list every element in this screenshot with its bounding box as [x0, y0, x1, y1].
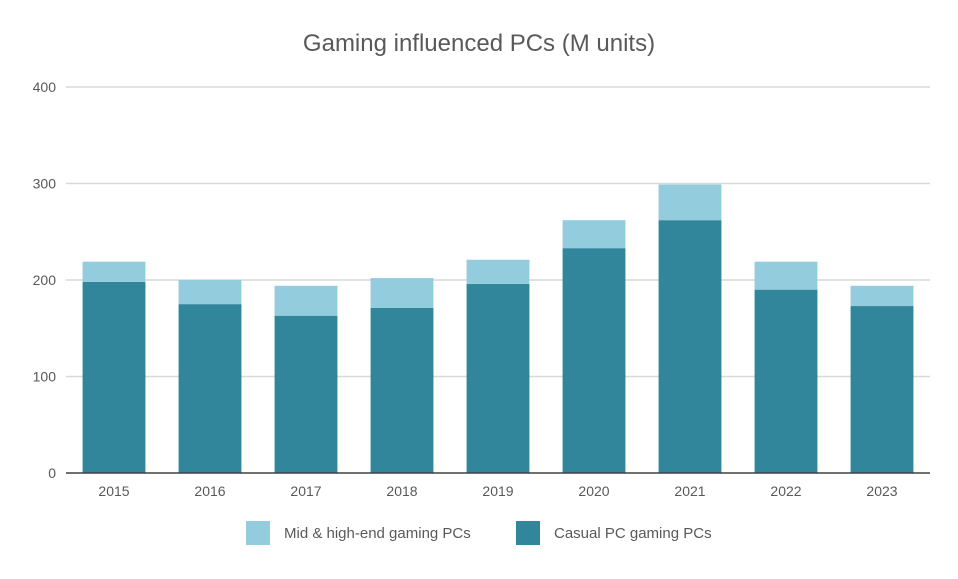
y-tick-label: 400 [33, 79, 57, 95]
bar-2021-mid-high [658, 184, 722, 221]
legend-swatch [246, 521, 270, 545]
bar-2016-casual [178, 304, 242, 473]
bar-2015-mid-high [82, 261, 146, 282]
x-tick-label: 2021 [674, 483, 705, 499]
legend: Mid & high-end gaming PCs Casual PC gamin… [246, 521, 712, 545]
bar-2020-casual [562, 248, 626, 473]
x-tick-label: 2023 [866, 483, 897, 499]
y-tick-label: 0 [48, 465, 56, 481]
bar-2017-mid-high [274, 285, 338, 316]
y-tick-label: 300 [33, 176, 57, 192]
bar-2023-casual [850, 306, 914, 473]
bars [82, 184, 914, 473]
bar-2018-casual [370, 307, 434, 473]
bar-2022-casual [754, 289, 818, 473]
legend-swatch [516, 521, 540, 545]
bar-2019-mid-high [466, 259, 530, 284]
x-tick-label: 2022 [770, 483, 801, 499]
y-tick-label: 200 [33, 272, 57, 288]
x-tick-label: 2020 [578, 483, 609, 499]
x-tick-label: 2018 [386, 483, 417, 499]
bar-2016-mid-high [178, 280, 242, 305]
bar-2018-mid-high [370, 278, 434, 308]
bar-2021-casual [658, 220, 722, 473]
x-tick-label: 2015 [98, 483, 129, 499]
bar-2019-casual [466, 283, 530, 473]
legend-label: Casual PC gaming PCs [554, 525, 712, 542]
legend-label: Mid & high-end gaming PCs [284, 525, 471, 542]
bar-2022-mid-high [754, 261, 818, 290]
chart-title: Gaming influenced PCs (M units) [303, 30, 655, 57]
bar-2023-mid-high [850, 285, 914, 307]
x-tick-label: 2019 [482, 483, 513, 499]
bar-2017-casual [274, 315, 338, 473]
x-tick-label: 2016 [194, 483, 225, 499]
bar-2020-mid-high [562, 220, 626, 249]
x-axis-ticks: 2015 2016 2017 2018 2019 2020 2021 2022 2023 [98, 483, 897, 499]
y-tick-label: 100 [33, 369, 57, 385]
bar-2015-casual [82, 281, 146, 473]
y-axis-ticks: 0 100 200 300 400 [33, 79, 57, 481]
x-tick-label: 2017 [290, 483, 321, 499]
